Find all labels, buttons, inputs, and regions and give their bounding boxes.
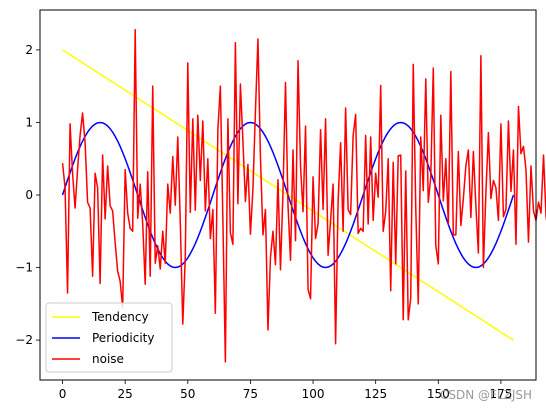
x-axis-ticks: 0 25 50 75 100 125 150 175	[59, 380, 512, 401]
x-tick-label: 25	[118, 387, 133, 401]
y-tick-label: 2	[25, 43, 33, 57]
x-tick-label: 175	[489, 387, 512, 401]
watermark: CSDN @FLZJSH	[440, 388, 533, 402]
legend-label-noise: noise	[92, 352, 124, 366]
x-tick-label: 0	[59, 387, 67, 401]
legend: Tendency Periodicity noise	[45, 302, 173, 373]
x-tick-label: 50	[180, 387, 195, 401]
x-tick-label: 125	[364, 387, 387, 401]
x-tick-label: 100	[302, 387, 325, 401]
y-tick-label: −1	[15, 261, 33, 275]
plot-lines	[61, 28, 546, 363]
y-tick-label: 1	[25, 115, 33, 129]
legend-label-tendency: Tendency	[91, 310, 149, 324]
y-axis-ticks: −2 −1 0 1 2	[15, 43, 40, 347]
x-tick-label: 75	[243, 387, 258, 401]
legend-box	[45, 302, 173, 373]
legend-label-periodicity: Periodicity	[92, 331, 155, 345]
y-tick-label: −2	[15, 333, 33, 347]
y-tick-label: 0	[25, 188, 33, 202]
x-tick-label: 150	[427, 387, 450, 401]
series-line-noise	[61, 28, 546, 363]
